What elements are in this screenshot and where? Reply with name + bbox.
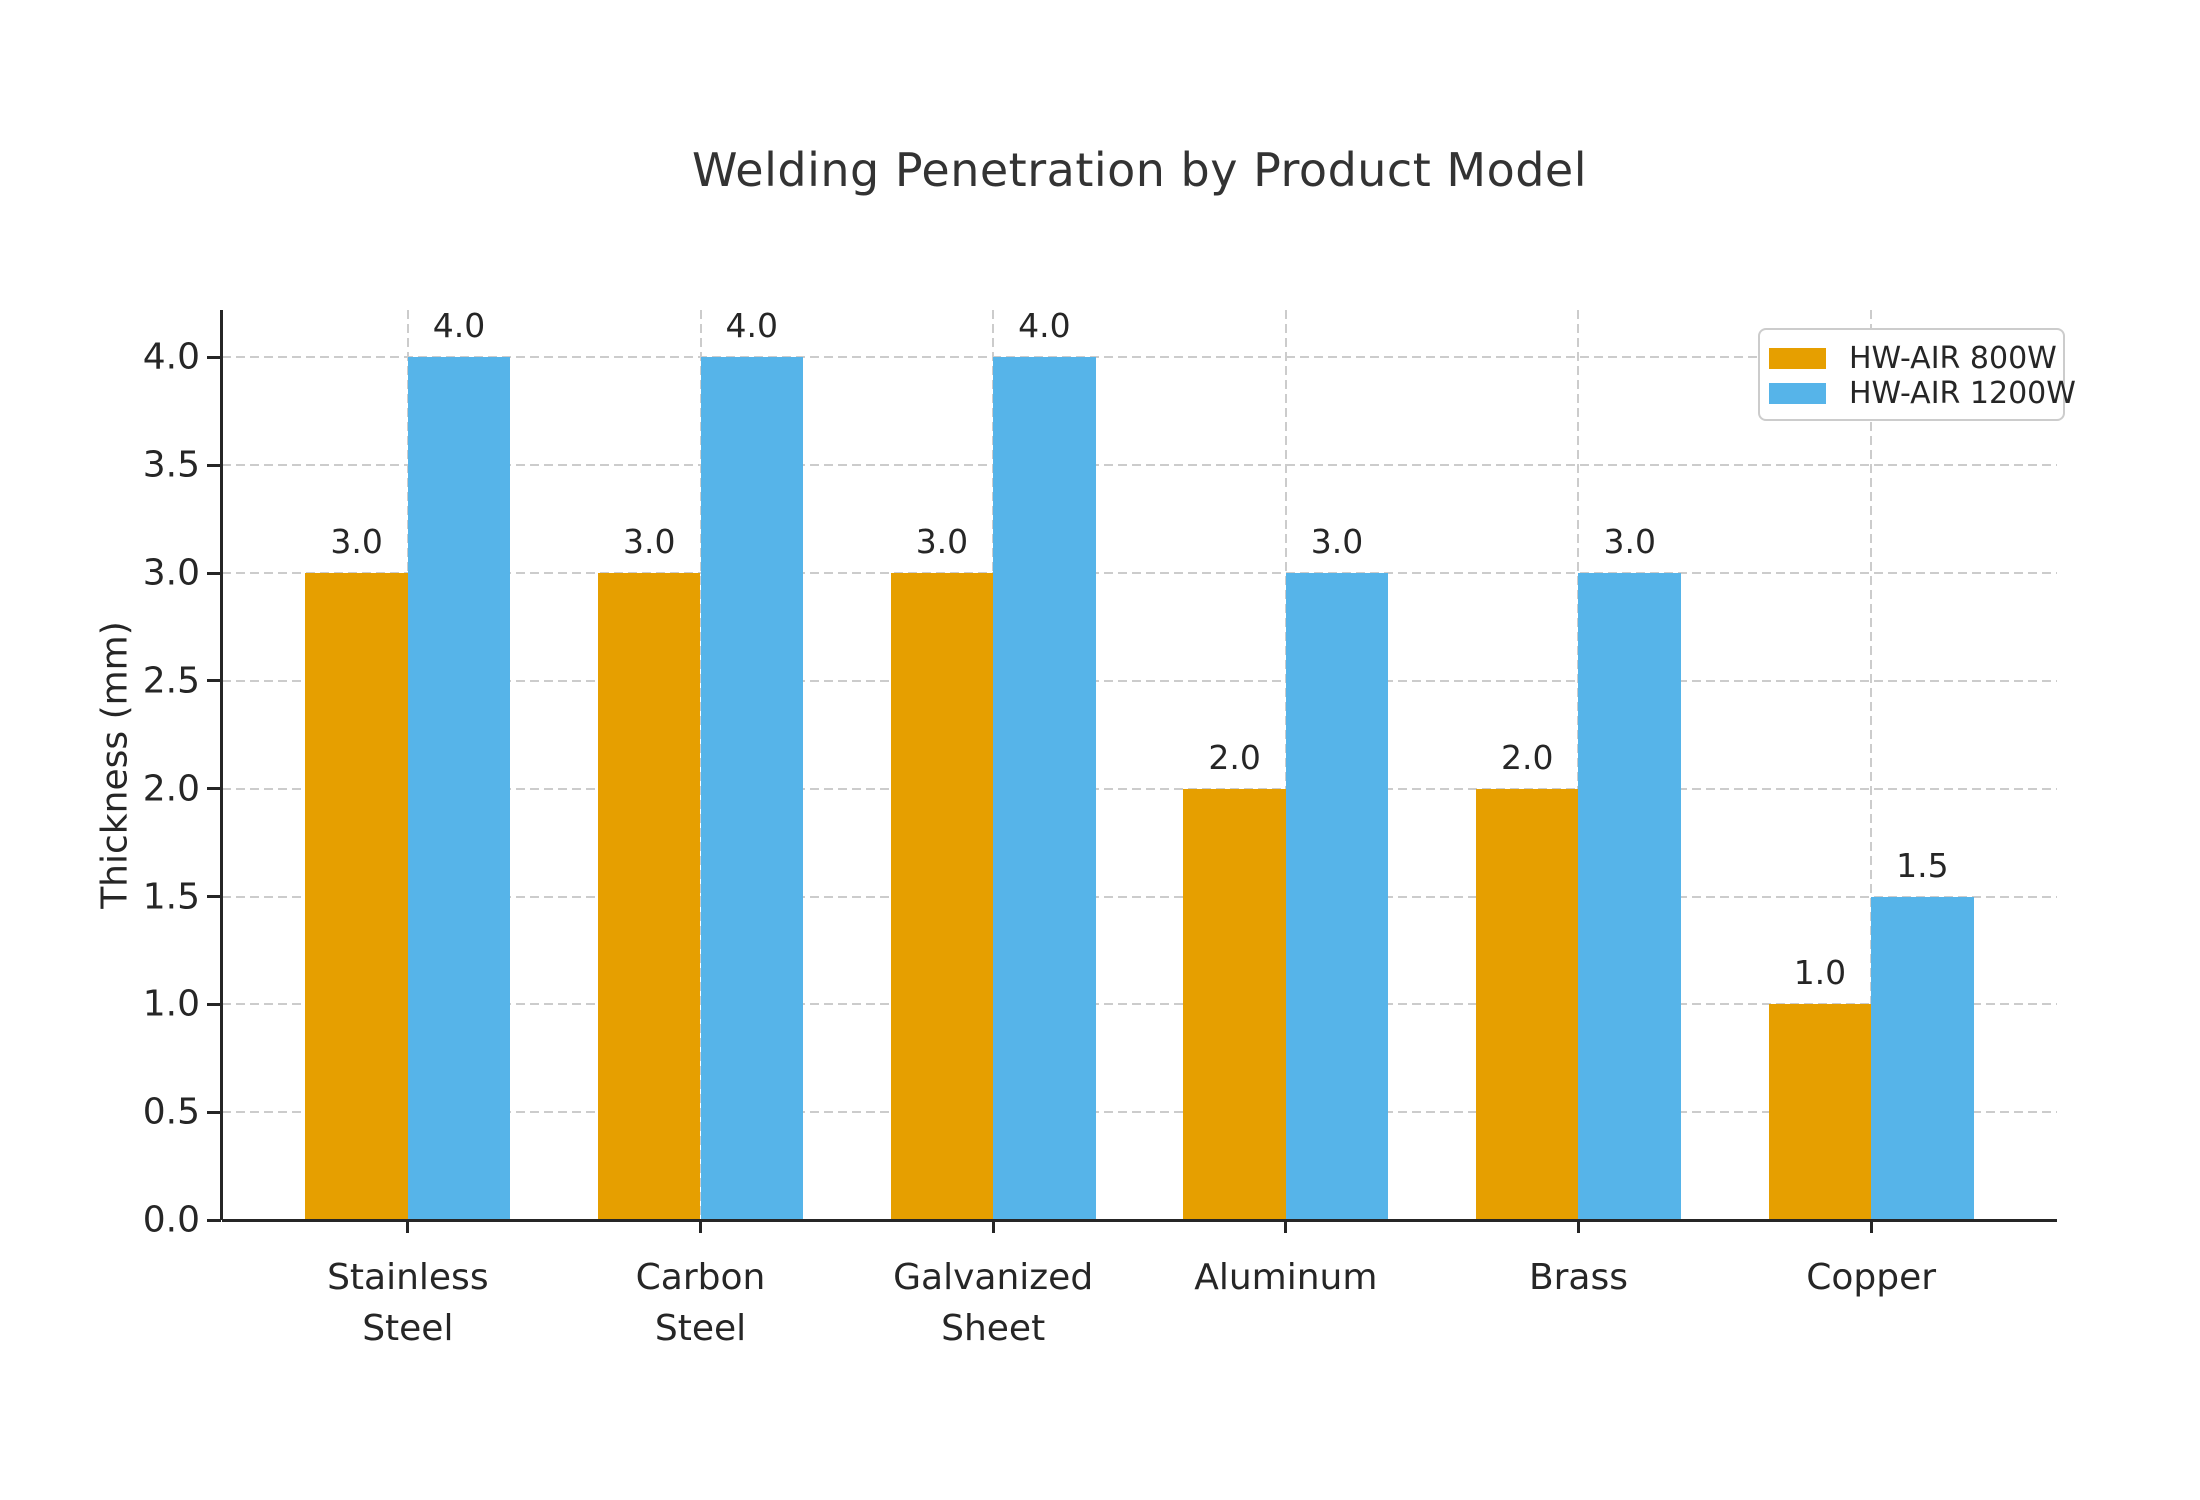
bar-value-label: 3.0 <box>623 522 676 562</box>
bar-value-label: 3.0 <box>1603 522 1656 562</box>
x-gridline <box>1870 310 1873 1220</box>
bar-1200w-2 <box>993 357 1096 1220</box>
bar-value-label: 4.0 <box>1018 306 1071 346</box>
y-gridline <box>222 1003 2057 1006</box>
y-tick-mark <box>207 787 221 791</box>
bar-1200w-1 <box>700 357 803 1220</box>
x-tick-mark <box>1284 1220 1288 1233</box>
x-tick-mark <box>1869 1220 1873 1233</box>
x-tick-label: Galvanized Sheet <box>893 1257 1094 1350</box>
y-gridline <box>222 572 2057 575</box>
legend-item-1200w: HW-AIR 1200W <box>1769 376 2076 411</box>
y-gridline <box>222 787 2057 790</box>
y-tick-mark <box>207 1110 221 1114</box>
x-tick-label: Carbon Steel <box>635 1257 766 1350</box>
x-tick-mark <box>1576 1220 1580 1233</box>
bar-800w-3 <box>1183 788 1286 1220</box>
bar-800w-5 <box>1768 1004 1872 1220</box>
x-tick-label: Stainless Steel <box>327 1257 489 1350</box>
y-tick-mark <box>207 355 221 359</box>
x-tick-mark <box>991 1220 995 1233</box>
bar-value-label: 1.0 <box>1793 953 1847 993</box>
bar-value-label: 3.0 <box>330 522 383 562</box>
bar-1200w-4 <box>1578 573 1681 1220</box>
bar-800w-1 <box>598 573 701 1220</box>
bar-value-label: 3.0 <box>1310 522 1364 562</box>
x-axis-line <box>222 1219 2057 1222</box>
bar-value-label: 3.0 <box>915 522 969 562</box>
bar-800w-4 <box>1476 788 1579 1220</box>
x-tick-mark <box>406 1220 410 1233</box>
y-tick-label: 3.0 <box>142 552 200 594</box>
bar-value-label: 2.0 <box>1208 737 1261 777</box>
legend-item-800w: HW-AIR 800W <box>1769 341 2057 376</box>
legend-label-1200w: HW-AIR 1200W <box>1849 376 2076 411</box>
y-tick-label: 1.5 <box>142 876 200 918</box>
plot-area: 0.0 0.5 1.0 1.5 2.0 2.5 3.0 3.5 4.0 Stainless Ste… <box>143 306 2057 1349</box>
y-tick-mark <box>207 571 221 575</box>
bar-800w-0 <box>305 573 408 1220</box>
x-tick-label: Copper <box>1806 1257 1937 1298</box>
y-tick-label: 3.5 <box>142 444 200 486</box>
y-tick-label: 2.5 <box>142 660 200 702</box>
legend-swatch-1200w-icon <box>1769 383 1826 404</box>
x-tick-label: Brass <box>1528 1257 1629 1298</box>
y-gridline <box>222 464 2057 467</box>
y-tick-mark <box>207 679 221 683</box>
y-tick-mark <box>207 463 221 467</box>
bar-value-label: 2.0 <box>1501 737 1554 777</box>
bar-1200w-0 <box>407 357 511 1220</box>
y-tick-label: 1.0 <box>142 983 200 1025</box>
y-tick-mark <box>207 1002 221 1006</box>
legend-swatch-800w-icon <box>1769 348 1826 369</box>
chart-title: Welding Penetration by Product Model <box>692 143 1587 197</box>
y-tick-label: 2.0 <box>142 768 200 810</box>
y-axis-line <box>220 310 223 1220</box>
legend-label-800w: HW-AIR 800W <box>1849 341 2057 376</box>
legend: HW-AIR 800W HW-AIR 1200W <box>1758 328 2076 421</box>
x-tick-mark <box>699 1220 702 1233</box>
y-tick-mark <box>207 895 221 899</box>
y-gridline <box>222 895 2057 898</box>
y-tick-label: 4.0 <box>142 336 200 378</box>
y-gridline <box>222 679 2057 682</box>
y-gridline <box>222 1111 2057 1114</box>
bar-value-label: 1.5 <box>1896 845 1949 885</box>
y-tick-label: 0.5 <box>142 1091 200 1133</box>
y-tick-mark <box>207 1218 221 1222</box>
bar-value-label: 4.0 <box>725 306 778 346</box>
bar-1200w-5 <box>1871 896 1974 1220</box>
x-tick-label: Aluminum <box>1194 1257 1378 1298</box>
bar-1200w-3 <box>1285 573 1389 1220</box>
bar-value-label: 4.0 <box>432 306 486 346</box>
bar-800w-2 <box>890 573 994 1220</box>
y-gridline <box>222 356 2057 359</box>
y-tick-label: 0.0 <box>142 1199 200 1241</box>
